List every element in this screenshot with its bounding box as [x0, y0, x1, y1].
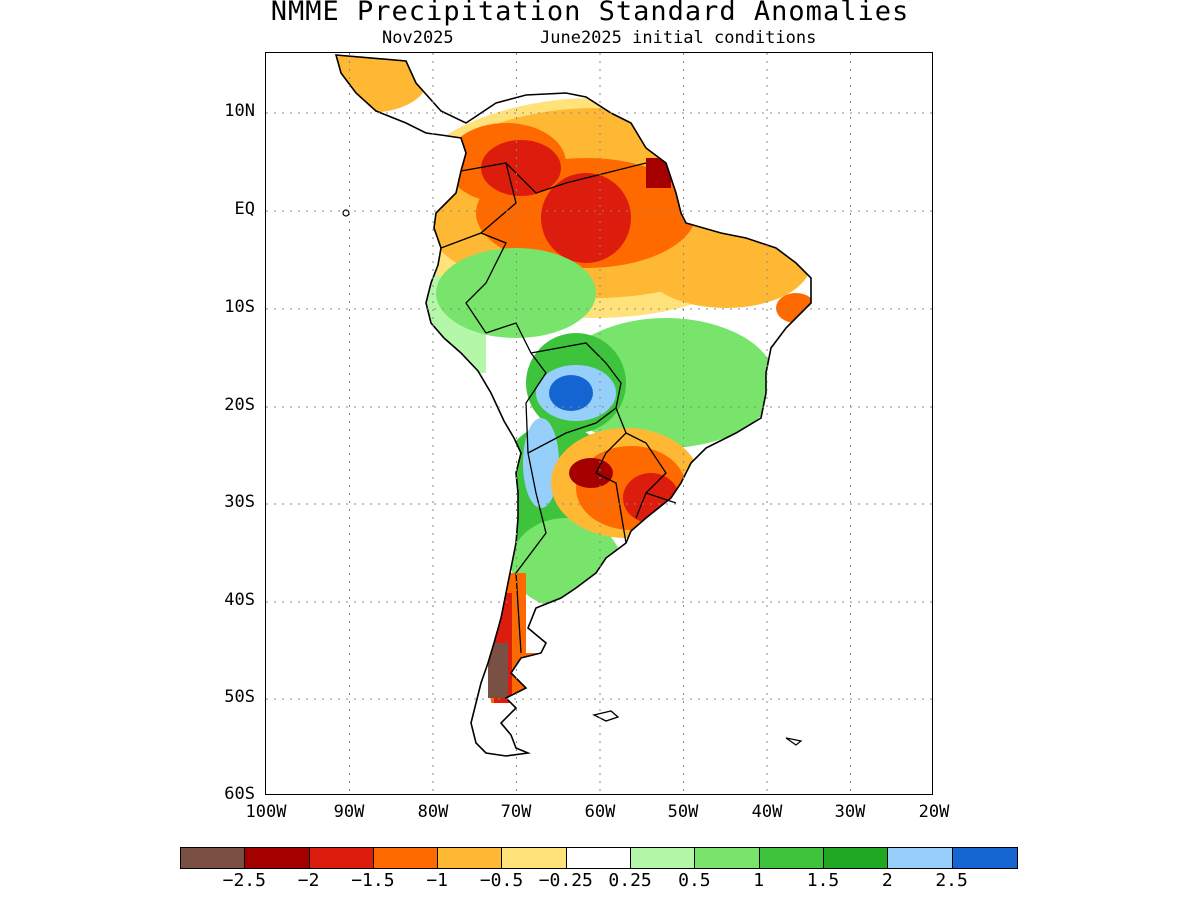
central-amazon-dry-core — [541, 173, 631, 263]
colorbar-swatch — [566, 848, 632, 868]
ytick-label: EQ — [234, 199, 255, 219]
guianas-dry-core — [646, 158, 671, 188]
colorbar-label: 2.5 — [935, 870, 968, 891]
xtick-label: 60W — [584, 802, 616, 822]
anomaly-shading — [336, 55, 811, 756]
colorbar-swatch — [759, 848, 824, 868]
initial-conditions: June2025 initial conditions — [540, 28, 817, 48]
xtick-label: 100W — [245, 802, 287, 822]
xtick-label: 80W — [417, 802, 449, 822]
xtick-label: 70W — [500, 802, 532, 822]
colorbar-swatch — [502, 848, 567, 868]
south-georgia — [785, 737, 803, 746]
ytick-label: 30S — [224, 492, 255, 512]
anomaly-map — [266, 53, 932, 794]
colorbar-swatch — [373, 848, 439, 868]
colorbar-label: −1 — [426, 870, 449, 891]
colorbar-swatch — [695, 848, 760, 868]
xtick-label: 30W — [834, 802, 866, 822]
forecast-month: Nov2025 — [382, 28, 454, 48]
colorbar-label: −2 — [297, 870, 320, 891]
colorbar-swatch — [245, 848, 310, 868]
colorbar-label: 0.5 — [678, 870, 711, 891]
colorbar — [180, 847, 1018, 869]
colorbar-swatch — [309, 848, 374, 868]
ytick-label: 10S — [224, 297, 255, 317]
colorbar-label: −2.5 — [222, 870, 266, 891]
colorbar-swatch — [823, 848, 889, 868]
ytick-label: 60S — [224, 784, 255, 804]
colorbar-label: 1.5 — [806, 870, 840, 891]
xtick-label: 20W — [918, 802, 950, 822]
colorbar-label: 2 — [881, 870, 893, 891]
xtick-label: 50W — [667, 802, 699, 822]
colorbar-swatch — [952, 848, 1017, 868]
ytick-label: 20S — [224, 395, 255, 415]
southern-chile-extreme-dry — [488, 643, 508, 698]
paraguay-dry-core — [569, 458, 613, 488]
colorbar-swatch — [181, 848, 246, 868]
colorbar-label: −0.25 — [538, 870, 593, 891]
colorbar-label: 1 — [753, 870, 765, 891]
ytick-label: 40S — [224, 590, 255, 610]
colorbar-swatch — [631, 848, 696, 868]
chart-title: NMME Precipitation Standard Anomalies — [270, 0, 910, 27]
central-america-dry — [336, 55, 426, 113]
bolivia-pantanal-wet — [549, 375, 593, 411]
colorbar-label: −0.5 — [479, 870, 524, 891]
colorbar-label: 0.25 — [608, 870, 652, 891]
colorbar-label: −1.5 — [351, 870, 395, 891]
falkland-islands — [592, 710, 620, 722]
colorbar-swatch — [438, 848, 503, 868]
map-panel — [265, 52, 933, 795]
andes-foothill-wet — [523, 418, 559, 508]
northern-south-america-dry — [481, 140, 561, 196]
ytick-label: 10N — [224, 101, 255, 121]
xtick-label: 90W — [333, 802, 365, 822]
xtick-label: 40W — [751, 802, 783, 822]
country-borders — [440, 162, 677, 654]
ytick-label: 50S — [224, 687, 255, 707]
colorbar-swatch — [888, 848, 953, 868]
